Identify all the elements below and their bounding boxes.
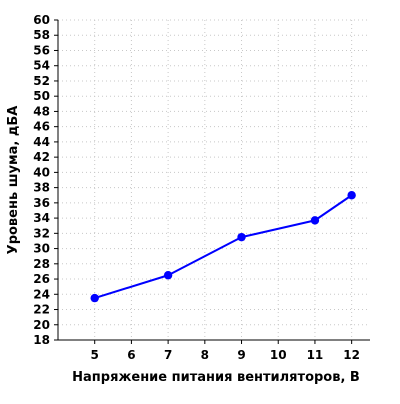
y-axis-title: Уровень шума, дБА: [6, 106, 21, 255]
axes: [54, 19, 370, 344]
x-tick-label: 8: [201, 348, 209, 362]
y-tick-label: 38: [33, 181, 50, 195]
grid: [58, 19, 370, 340]
x-tick-label: 12: [343, 348, 360, 362]
y-tick-label: 26: [33, 272, 50, 286]
y-tick-label: 24: [33, 287, 50, 301]
y-tick-label: 34: [33, 211, 50, 225]
y-tick-label: 28: [33, 257, 50, 271]
data-point: [90, 293, 99, 303]
y-tick-label: 52: [33, 74, 50, 88]
y-tick-label: 22: [33, 303, 50, 317]
y-tick-label: 18: [33, 333, 50, 347]
x-axis-title: Напряжение питания вентиляторов, В: [72, 370, 360, 385]
y-tick-label: 58: [33, 28, 50, 42]
y-tick-label: 40: [33, 165, 50, 179]
x-tick-label: 10: [270, 348, 287, 362]
y-tick-label: 36: [33, 196, 50, 210]
y-tick-label: 44: [33, 135, 50, 149]
series-layer: [90, 191, 356, 303]
y-tick-label: 30: [33, 242, 50, 256]
x-tick-label: 5: [91, 348, 99, 362]
y-tick-label: 20: [33, 318, 50, 332]
y-tick-label: 56: [33, 43, 50, 57]
y-tick-label: 60: [33, 13, 50, 27]
x-tick-label: 11: [307, 348, 324, 362]
data-point: [237, 232, 246, 242]
x-tick-label: 9: [237, 348, 245, 362]
y-tick-label: 50: [33, 89, 50, 103]
y-tick-label: 42: [33, 150, 50, 164]
y-tick-label: 46: [33, 120, 50, 134]
x-tick-label: 6: [127, 348, 135, 362]
y-tick-label: 48: [33, 104, 50, 118]
y-tick-label: 54: [33, 59, 50, 73]
data-point: [163, 271, 173, 280]
y-tick-label: 32: [33, 226, 50, 240]
x-tick-label: 7: [164, 348, 172, 362]
series-line: [94, 194, 353, 300]
data-point: [310, 216, 320, 225]
data-point: [347, 191, 356, 200]
x-tick-labels: 5 6 7 8 9 10 11 12: [91, 348, 360, 362]
